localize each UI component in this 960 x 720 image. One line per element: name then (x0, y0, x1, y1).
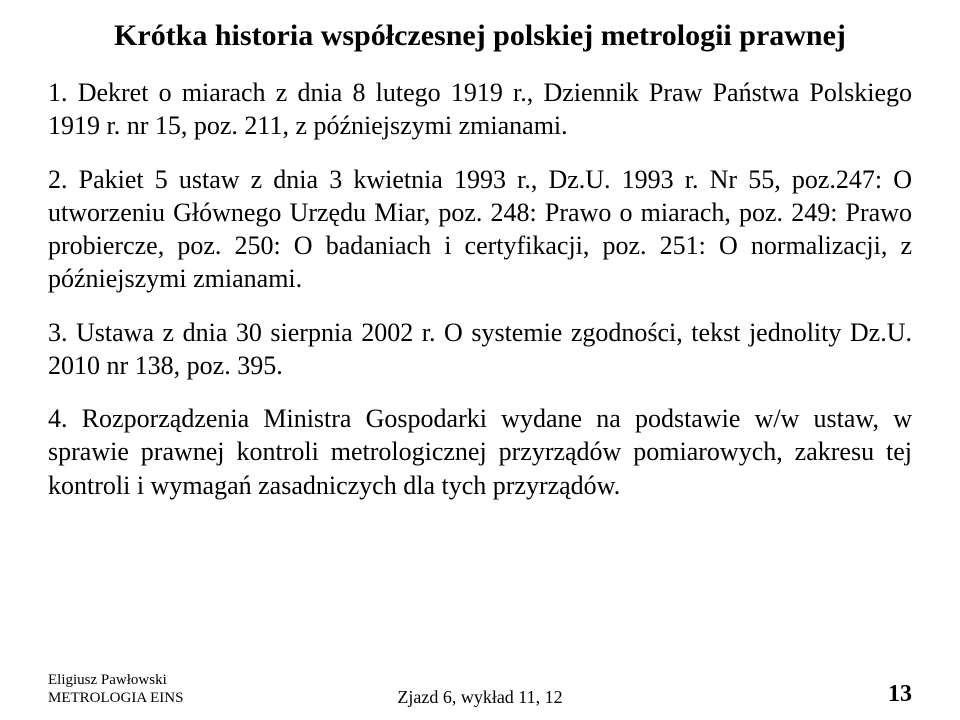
slide: Krótka historia współczesnej polskiej me… (0, 0, 960, 720)
list-item: 2. Pakiet 5 ustaw z dnia 3 kwietnia 1993… (48, 163, 912, 296)
list-item: 1. Dekret o miarach z dnia 8 lutego 1919… (48, 76, 912, 143)
slide-body: 1. Dekret o miarach z dnia 8 lutego 1919… (48, 76, 912, 502)
list-item: 4. Rozporządzenia Ministra Gospodarki wy… (48, 402, 912, 502)
list-item: 3. Ustawa z dnia 30 sierpnia 2002 r. O s… (48, 316, 912, 383)
footer-center: Zjazd 6, wykład 11, 12 (48, 687, 912, 708)
footer-page-number: 13 (888, 681, 912, 708)
slide-footer: Eligiusz Pawłowski METROLOGIA EINS Zjazd… (48, 671, 912, 709)
slide-title: Krótka historia współczesnej polskiej me… (48, 18, 912, 54)
